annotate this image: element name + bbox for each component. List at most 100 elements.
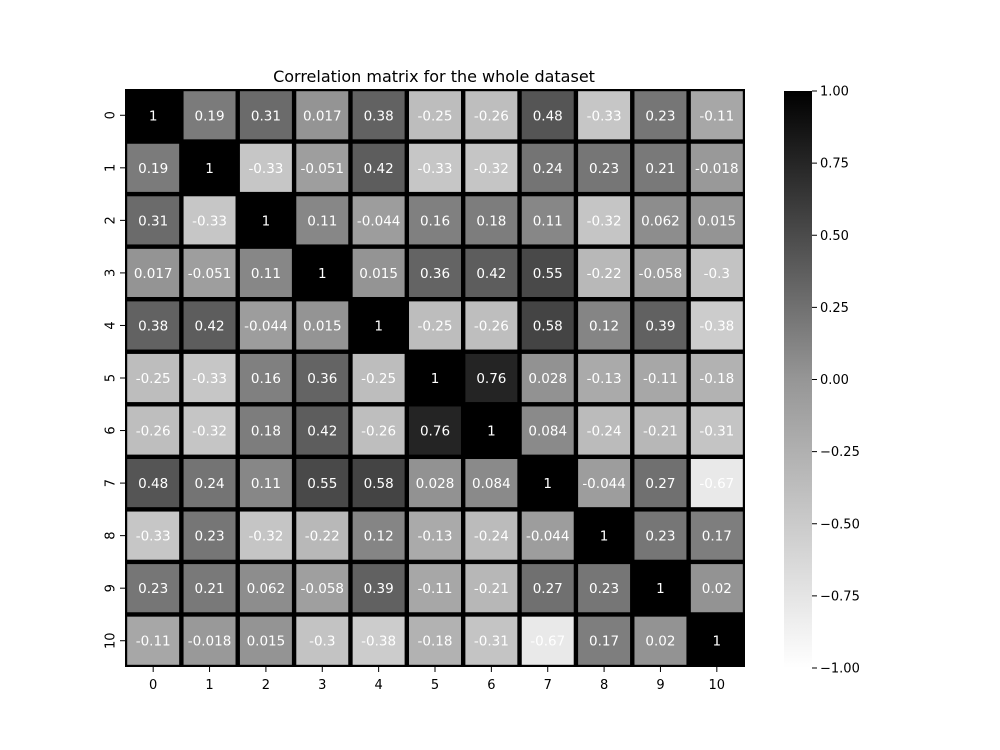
heatmap-cell	[521, 248, 574, 297]
heatmap-cell	[127, 564, 180, 613]
cell-label: -0.11	[418, 581, 453, 597]
heatmap-cell	[352, 91, 405, 140]
cell-label: 0.084	[472, 476, 511, 492]
heatmap-cell	[127, 91, 180, 140]
x-tick-label: 6	[487, 678, 495, 693]
colorbar	[784, 91, 812, 668]
cell-label: -0.24	[587, 424, 622, 440]
heatmap-cell	[239, 616, 292, 665]
cell-label: 0.18	[251, 424, 281, 440]
cell-label: 0.36	[420, 266, 450, 282]
y-tick-label: 6	[104, 426, 119, 434]
cell-label: 0.38	[364, 108, 394, 124]
heatmap-cell	[521, 406, 574, 455]
heatmap-cell	[578, 91, 631, 140]
heatmap-cell	[352, 459, 405, 508]
y-tick-label: 0	[104, 111, 119, 119]
heatmap-cell	[409, 511, 461, 560]
heatmap-cell	[352, 564, 405, 613]
cell-label: 0.31	[251, 108, 281, 124]
heatmap-cell	[465, 564, 518, 613]
heatmap-cell	[296, 91, 349, 140]
heatmap-cell	[409, 459, 461, 508]
heatmap-cell	[127, 459, 180, 508]
cell-label: -0.67	[530, 634, 565, 650]
heatmap-cell	[352, 616, 405, 665]
cell-label: -0.26	[361, 424, 396, 440]
cell-label: 0.58	[533, 318, 563, 334]
cell-label: 0.11	[533, 213, 563, 229]
cell-label: -0.33	[587, 108, 622, 124]
x-tick-label: 10	[709, 678, 726, 693]
cell-label: 0.23	[589, 581, 619, 597]
x-tick-label: 4	[374, 678, 382, 693]
cell-label: -0.33	[418, 161, 453, 177]
y-tick-label: 4	[104, 321, 119, 329]
heatmap-cell	[127, 353, 180, 403]
colorbar-tick-label: 0.25	[820, 301, 849, 316]
heatmap-cell	[296, 143, 349, 192]
heatmap-cell	[690, 301, 743, 350]
x-axis: 0 1 2 3 4 5 6 7 8 9 10	[149, 667, 725, 693]
heatmap-cell	[465, 301, 518, 350]
heatmap-cell	[352, 511, 405, 560]
cell-label: -0.26	[474, 318, 509, 334]
cell-label: 0.42	[364, 161, 394, 177]
heatmap-cell	[634, 353, 687, 403]
cell-label: -0.18	[699, 371, 734, 387]
cell-label: 0.23	[138, 581, 168, 597]
cell-label: -0.051	[301, 161, 345, 177]
heatmap-cell	[521, 301, 574, 350]
cell-label: 0.48	[138, 476, 168, 492]
y-tick-label: 8	[104, 531, 119, 539]
heatmap-cell	[296, 301, 349, 350]
cell-label: -0.058	[639, 266, 683, 282]
cell-label: 0.084	[528, 424, 567, 440]
heatmap-cell	[183, 616, 236, 665]
colorbar-axis: 1.00 0.75 0.50 0.25 0.00 −0.25 −0.50 −0.75 −1.00	[812, 85, 860, 677]
heatmap-cell	[296, 459, 349, 508]
cell-label: -0.058	[301, 581, 345, 597]
heatmap-cell	[690, 248, 743, 297]
heatmap-cell	[239, 143, 292, 192]
cell-label: 0.24	[195, 476, 225, 492]
heatmap-cell	[183, 248, 236, 297]
cell-label: 0.19	[195, 108, 225, 124]
y-tick-label: 3	[104, 269, 119, 277]
heatmap-cell	[578, 301, 631, 350]
heatmap-cell	[352, 301, 405, 350]
heatmap-cell	[465, 196, 518, 245]
cell-label: -0.13	[587, 371, 622, 387]
heatmap-cell	[409, 143, 461, 192]
cell-label: 0.12	[364, 529, 394, 545]
cell-label: -0.33	[248, 161, 283, 177]
cell-label: -0.33	[192, 371, 227, 387]
heatmap-cell	[183, 564, 236, 613]
cell-label: -0.31	[699, 424, 734, 440]
cell-label: -0.044	[526, 529, 570, 545]
cell-label: -0.13	[418, 529, 453, 545]
heatmap-cell	[578, 616, 631, 665]
cell-label: -0.22	[305, 529, 340, 545]
cell-label: 0.16	[251, 371, 281, 387]
heatmap-cell	[409, 91, 461, 140]
heatmap-cell	[296, 616, 349, 665]
heatmap-cell	[239, 353, 292, 403]
chart-title: Correlation matrix for the whole dataset	[273, 67, 595, 86]
heatmap-cell	[239, 91, 292, 140]
cell-label: 1	[487, 424, 496, 440]
heatmap-cell	[578, 248, 631, 297]
cell-label: 0.39	[364, 581, 394, 597]
cell-label: -0.33	[192, 213, 227, 229]
cell-label: -0.21	[643, 424, 678, 440]
heatmap-cell	[690, 91, 743, 140]
cell-label: 0.24	[533, 161, 563, 177]
cell-label: -0.11	[643, 371, 678, 387]
x-tick-label: 2	[262, 678, 270, 693]
cell-label: 0.36	[307, 371, 337, 387]
cell-label: -0.18	[418, 634, 453, 650]
cell-label: 0.31	[138, 213, 168, 229]
colorbar-tick-label: 0.00	[820, 373, 849, 388]
colorbar-tick-label: −0.50	[820, 517, 860, 532]
cell-label: 0.02	[702, 581, 732, 597]
